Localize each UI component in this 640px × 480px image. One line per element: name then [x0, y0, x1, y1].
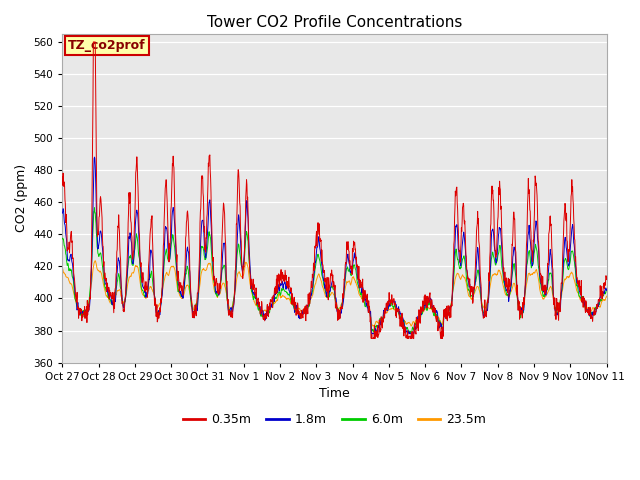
Text: TZ_co2prof: TZ_co2prof [68, 39, 145, 52]
Title: Tower CO2 Profile Concentrations: Tower CO2 Profile Concentrations [207, 15, 462, 30]
X-axis label: Time: Time [319, 387, 350, 400]
Legend: 0.35m, 1.8m, 6.0m, 23.5m: 0.35m, 1.8m, 6.0m, 23.5m [177, 408, 492, 432]
Y-axis label: CO2 (ppm): CO2 (ppm) [15, 164, 28, 232]
